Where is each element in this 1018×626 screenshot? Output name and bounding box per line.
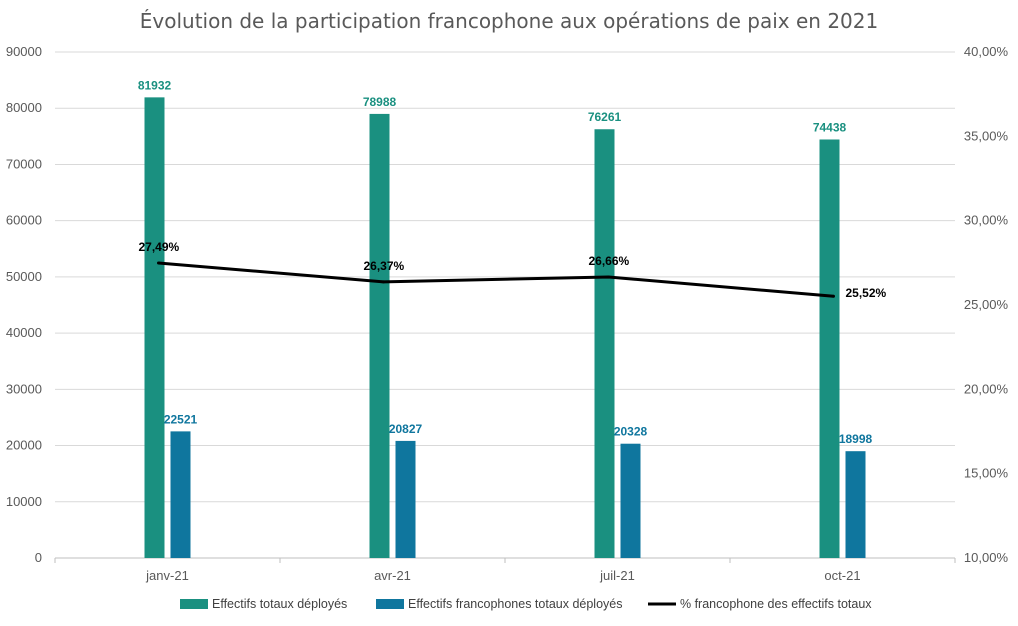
left-y-axis: 0 10000 20000 30000 40000 50000 60000 70000 8000…: [6, 44, 42, 565]
legend-label: Effectifs totaux déployés: [212, 597, 347, 611]
left-tick-label: 90000: [6, 44, 42, 59]
line-value-label: 27,49%: [139, 240, 180, 254]
category-label: avr-21: [374, 568, 411, 583]
right-tick-label: 20,00%: [964, 381, 1009, 396]
line-value-label: 26,66%: [589, 254, 630, 268]
left-tick-label: 50000: [6, 269, 42, 284]
bar: [369, 113, 390, 558]
series-line: [158, 261, 834, 298]
bar: [144, 97, 165, 558]
chart-title: Évolution de la participation francophon…: [140, 9, 878, 33]
bar-value-label: 20328: [614, 425, 648, 439]
left-tick-label: 10000: [6, 494, 42, 509]
line-value-label: 25,52%: [846, 286, 887, 300]
left-tick-label: 30000: [6, 381, 42, 396]
x-axis: janv-21 avr-21 juil-21 oct-21: [54, 558, 956, 583]
right-tick-label: 15,00%: [964, 466, 1009, 481]
line-point: [157, 261, 160, 265]
right-tick-label: 30,00%: [964, 213, 1009, 228]
line-point: [607, 275, 610, 279]
bar: [620, 443, 641, 558]
legend-swatch: [180, 599, 208, 609]
left-tick-label: 80000: [6, 100, 42, 115]
left-tick-label: 60000: [6, 213, 42, 228]
legend-label: Effectifs francophones totaux déployés: [408, 597, 623, 611]
line-value-label: 26,37%: [364, 259, 405, 273]
bars: 81932 78988 76261 74438 22521 20827 20328 18998: [138, 78, 873, 558]
bar: [594, 129, 615, 558]
bar-value-label: 81932: [138, 78, 172, 92]
left-tick-label: 70000: [6, 156, 42, 171]
line-point: [382, 280, 385, 284]
right-tick-label: 10,00%: [964, 550, 1009, 565]
right-tick-label: 25,00%: [964, 297, 1009, 312]
bar-value-label: 18998: [839, 432, 873, 446]
legend-swatch: [376, 599, 404, 609]
category-label: oct-21: [824, 568, 860, 583]
bar-value-label: 76261: [588, 110, 622, 124]
bar: [819, 139, 840, 558]
bar-value-label: 22521: [164, 412, 198, 426]
left-tick-label: 0: [35, 550, 42, 565]
category-label: janv-21: [145, 568, 189, 583]
percentage-line: 27,49% 26,37% 26,66% 25,52%: [139, 240, 887, 300]
legend: Effectifs totaux déployés Effectifs franc…: [180, 597, 872, 611]
gridlines: [55, 51, 955, 559]
category-label: juil-21: [599, 568, 635, 583]
right-tick-label: 35,00%: [964, 128, 1009, 143]
bar-value-label: 20827: [389, 422, 423, 436]
right-y-axis: 10,00% 15,00% 20,00% 25,00% 30,00% 35,00% 40,0…: [964, 44, 1009, 565]
legend-label: % francophone des effectifs totaux: [680, 597, 872, 611]
bar: [170, 431, 191, 558]
bar: [845, 451, 866, 558]
bar-value-label: 74438: [813, 120, 847, 134]
right-tick-label: 40,00%: [964, 44, 1009, 59]
line-point: [832, 294, 835, 298]
bar-value-label: 78988: [363, 95, 397, 109]
bar: [395, 440, 416, 558]
left-tick-label: 40000: [6, 325, 42, 340]
left-tick-label: 20000: [6, 438, 42, 453]
